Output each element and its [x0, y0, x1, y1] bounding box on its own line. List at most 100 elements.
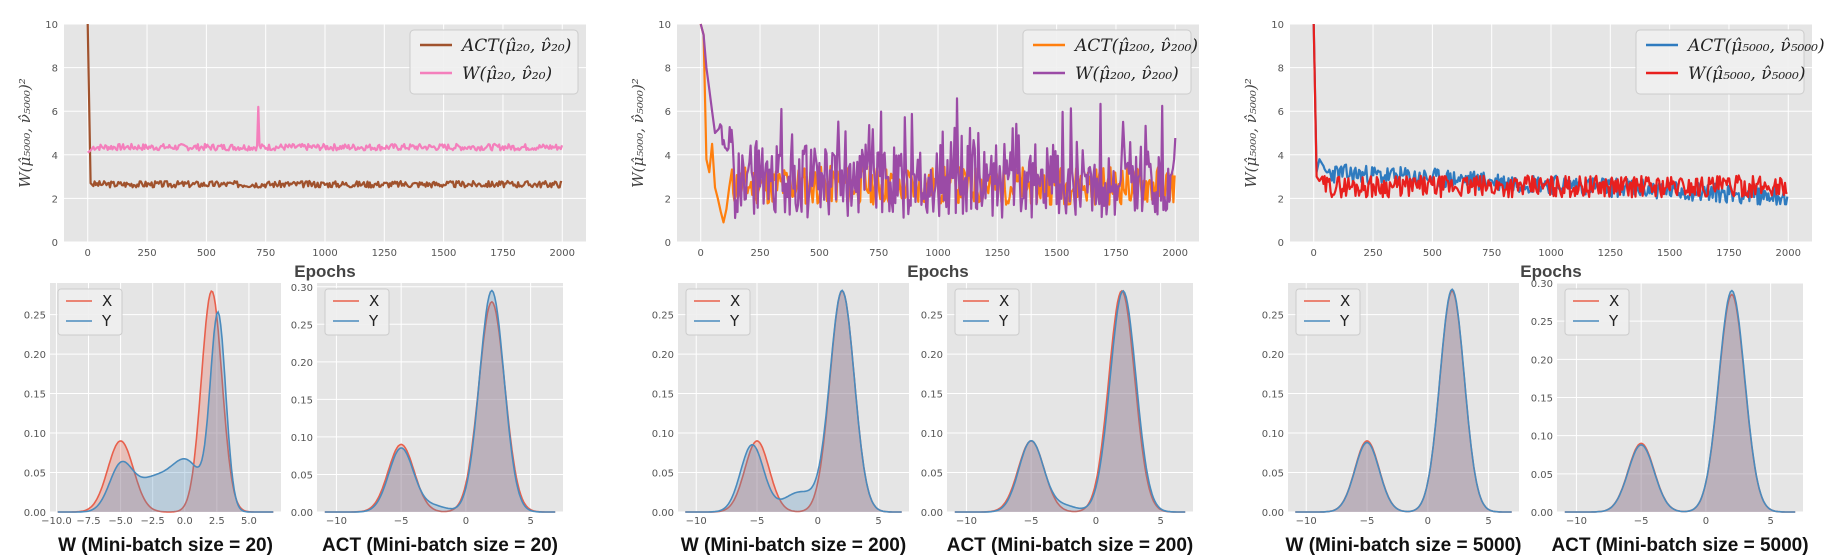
legend: XY — [1564, 288, 1630, 336]
x-tick-label: 5 — [527, 516, 533, 527]
legend-box — [57, 288, 123, 336]
x-axis-label: Epochs — [1520, 262, 1581, 281]
y-tick-label: 0.05 — [652, 469, 674, 480]
x-tick-label: 1250 — [1598, 248, 1623, 259]
x-tick-label: 2000 — [1776, 248, 1801, 259]
x-tick-label: −10 — [1566, 516, 1587, 527]
x-tick-label: 750 — [256, 248, 275, 259]
legend-label: ACT(μ̂₂₀, ν̂₂₀) — [460, 36, 571, 56]
legend-label: W(μ̂₂₀, ν̂₂₀) — [462, 64, 552, 84]
y-tick-label: 0.15 — [921, 390, 943, 401]
y-tick-label: 0.15 — [1262, 390, 1284, 401]
density-curve-1 — [1564, 289, 1796, 513]
density-fill-0 — [954, 290, 1186, 512]
x-tick-label: 2.5 — [209, 516, 225, 527]
legend-label: X — [730, 292, 740, 310]
x-tick-label: −5 — [394, 516, 409, 527]
x-tick-label: 0 — [463, 516, 469, 527]
legend: ACT(μ̂₂₀, ν̂₂₀) W(μ̂₂₀, ν̂₂₀) — [409, 29, 579, 95]
y-tick-label: 0.10 — [1262, 429, 1284, 440]
y-tick-label: 0.30 — [291, 283, 313, 294]
density-fill-0 — [1295, 290, 1512, 512]
density-curve-1 — [324, 289, 556, 513]
legend-box — [324, 288, 390, 336]
y-tick-label: 0.05 — [921, 469, 943, 480]
y-axis-label: W(μ̂₅₀₀₀, ν̂₅₀₀₀)² — [1242, 78, 1260, 188]
y-tick-label: 0.20 — [291, 358, 313, 369]
density-fill-1 — [324, 290, 556, 512]
kde-chart-4: −10 −5 0 5 0.00 0.05 0.10 0.15 0.20 0.25 0.30 XY ACT… — [291, 283, 563, 556]
y-tick-label: 0.00 — [24, 508, 46, 519]
x-tick-label: −2.5 — [141, 516, 165, 527]
x-axis-label: Epochs — [294, 262, 355, 281]
y-tick-label: 4 — [665, 151, 671, 162]
legend: XY — [954, 288, 1020, 336]
y-tick-label: 0.00 — [652, 508, 674, 519]
y-tick-label: 0.10 — [921, 429, 943, 440]
y-tick-label: 0.15 — [24, 390, 46, 401]
legend-label: X — [102, 292, 112, 310]
density-fill-1 — [1564, 290, 1796, 512]
y-tick-label: 0.25 — [1262, 311, 1284, 322]
density-fill-1 — [1295, 289, 1512, 512]
kde-chart-7: −10 −5 0 5 0.00 0.05 0.10 0.15 0.20 0.25 XY W (Mini… — [1262, 283, 1521, 556]
legend-label: ACT(μ̂₂₀₀, ν̂₂₀₀) — [1073, 36, 1198, 56]
x-tick-label: 0 — [1093, 516, 1099, 527]
y-tick-label: 0.05 — [24, 469, 46, 480]
y-tick-label: 0.05 — [1531, 470, 1553, 481]
y-tick-label: 6 — [665, 107, 671, 118]
kde-chart-6: −10 −5 0 5 0.00 0.05 0.10 0.15 0.20 0.25 XY ACT (Mi… — [921, 283, 1194, 556]
legend-label: W(μ̂₅₀₀₀, ν̂₅₀₀₀) — [1688, 64, 1805, 84]
x-tick-label: 5 — [1485, 516, 1491, 527]
y-tick-label: 0.20 — [24, 350, 46, 361]
y-tick-label: 0 — [52, 238, 58, 249]
legend-label: X — [1609, 292, 1619, 310]
kde-chart-8: −10 −5 0 5 0.00 0.05 0.10 0.15 0.20 0.25 0.30 XY ACT… — [1531, 279, 1809, 556]
y-tick-label: 2 — [665, 194, 671, 205]
panel-caption: ACT (Mini-batch size = 5000) — [1551, 535, 1808, 556]
y-tick-label: 0.15 — [652, 390, 674, 401]
x-tick-label: 1000 — [925, 248, 950, 259]
x-tick-label: 1750 — [490, 248, 515, 259]
legend: ACT(μ̂₂₀₀, ν̂₂₀₀) W(μ̂₂₀₀, ν̂₂₀₀) — [1022, 29, 1198, 95]
x-tick-label: −5.0 — [108, 516, 132, 527]
x-tick-label: 0.0 — [177, 516, 193, 527]
x-tick-label: 1500 — [1657, 248, 1682, 259]
x-tick-label: 1000 — [312, 248, 337, 259]
y-tick-label: 0.00 — [1262, 508, 1284, 519]
density-fill-1 — [685, 290, 902, 512]
x-tick-label: 5 — [875, 516, 881, 527]
legend: XY — [1295, 288, 1361, 336]
y-tick-label: 0.05 — [291, 470, 313, 481]
legend-box — [1564, 288, 1630, 336]
legend-label: X — [999, 292, 1009, 310]
x-tick-label: 250 — [137, 248, 156, 259]
x-tick-label: 0 — [1703, 516, 1709, 527]
x-tick-label: −7.5 — [76, 516, 100, 527]
legend-box — [1295, 288, 1361, 336]
density-curve-1 — [57, 310, 274, 513]
panel-caption: ACT (Mini-batch size = 20) — [322, 535, 558, 556]
density-fill-1 — [954, 290, 1186, 512]
x-tick-label: 1500 — [1044, 248, 1069, 259]
x-tick-label: 1500 — [431, 248, 456, 259]
x-axis-label: Epochs — [907, 262, 968, 281]
density-fill-1 — [57, 312, 274, 512]
series-line-1 — [87, 105, 564, 154]
y-tick-label: 0.00 — [291, 508, 313, 519]
density-curve-1 — [1295, 288, 1512, 513]
x-tick-label: 1250 — [372, 248, 397, 259]
x-tick-label: 0 — [1425, 516, 1431, 527]
legend-label: Y — [368, 312, 379, 330]
y-tick-label: 0.30 — [1531, 279, 1553, 290]
x-tick-label: 2000 — [550, 248, 575, 259]
panel-caption: W (Mini-batch size = 200) — [681, 535, 906, 556]
panel-caption: ACT (Mini-batch size = 200) — [947, 535, 1194, 556]
y-tick-label: 0.25 — [921, 311, 943, 322]
y-tick-label: 10 — [658, 20, 671, 31]
y-tick-label: 0.25 — [291, 320, 313, 331]
y-tick-label: 0.15 — [291, 395, 313, 406]
y-tick-label: 0.05 — [1262, 469, 1284, 480]
y-tick-label: 0.20 — [652, 350, 674, 361]
